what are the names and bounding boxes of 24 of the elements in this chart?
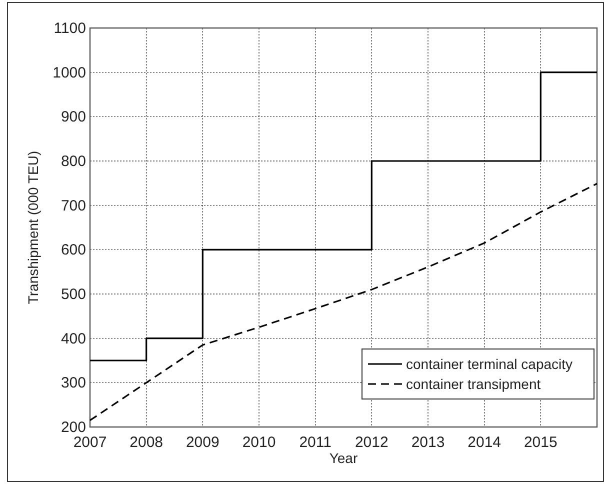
line-series <box>89 182 598 422</box>
y-tick-label: 800 <box>60 153 86 170</box>
legend-label: container transipment <box>406 376 541 392</box>
x-tick-label: 2008 <box>130 434 164 451</box>
x-tick-label: 2015 <box>524 434 558 451</box>
y-tick-label: 700 <box>60 197 86 214</box>
y-tick-label: 900 <box>60 108 86 126</box>
x-tick-label: 2012 <box>354 434 388 451</box>
x-tick-label: 2009 <box>186 434 220 451</box>
x-tick-label: 2007 <box>73 434 107 451</box>
y-tick-label: 600 <box>60 242 86 259</box>
legend-label: container terminal capacity <box>406 356 573 372</box>
y-tick-label: 400 <box>60 330 86 348</box>
y-axis-title: Transhipment (000 TEU) <box>25 150 41 304</box>
x-axis-title: Year <box>329 450 358 466</box>
y-tick-label: 500 <box>60 286 86 303</box>
y-tick-label: 200 <box>60 419 86 436</box>
x-tick-label: 2011 <box>299 434 332 451</box>
x-tick-label: 2014 <box>468 434 502 451</box>
y-tick-label: 1000 <box>52 64 86 82</box>
x-tick-label: 2013 <box>411 434 445 451</box>
y-tick-label: 1100 <box>54 20 86 37</box>
x-tick-label: 2010 <box>242 434 276 451</box>
y-tick-label: 300 <box>60 374 86 392</box>
